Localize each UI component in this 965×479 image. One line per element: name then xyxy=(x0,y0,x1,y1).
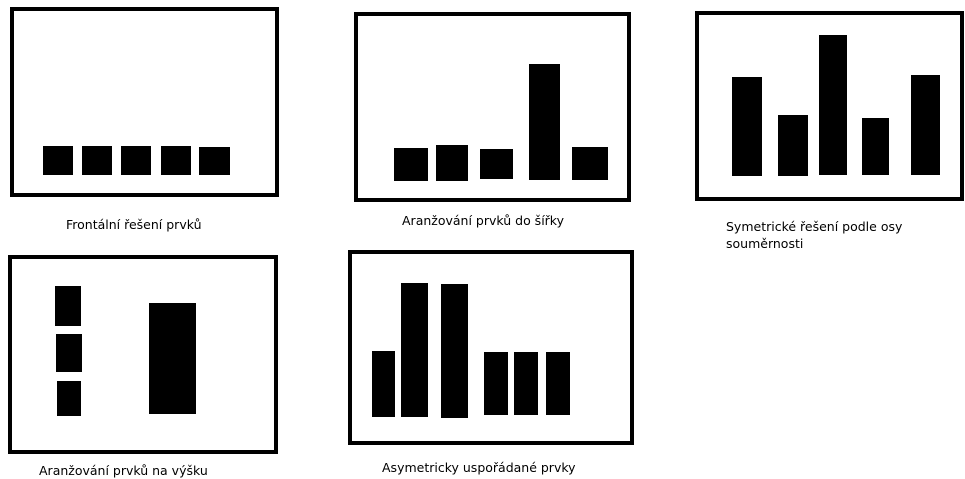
element-block xyxy=(484,352,508,415)
element-block xyxy=(436,145,468,181)
caption-symmetric: Symetrické řešení podle osy souměrnosti xyxy=(726,219,903,251)
element-block xyxy=(149,303,196,414)
element-block xyxy=(121,146,151,175)
element-block xyxy=(57,381,81,416)
element-block xyxy=(199,147,230,175)
element-block xyxy=(372,351,395,417)
diagram-height-frame xyxy=(8,255,278,454)
element-block xyxy=(480,149,513,179)
element-block xyxy=(161,146,191,175)
element-block xyxy=(819,35,847,175)
element-block xyxy=(572,147,608,180)
element-block xyxy=(56,334,82,372)
element-block xyxy=(529,64,560,180)
element-block xyxy=(394,148,428,181)
caption-height: Aranžování prvků na výšku xyxy=(39,463,208,478)
element-block xyxy=(732,77,762,176)
caption-frontal: Frontální řešení prvků xyxy=(66,217,202,232)
element-block xyxy=(43,146,73,175)
element-block xyxy=(546,352,570,415)
element-block xyxy=(441,284,468,418)
element-block xyxy=(514,352,538,415)
element-block xyxy=(778,115,808,176)
element-block xyxy=(55,286,81,326)
element-block xyxy=(82,146,112,175)
element-block xyxy=(862,118,889,175)
caption-width: Aranžování prvků do šířky xyxy=(402,213,564,228)
element-block xyxy=(911,75,940,175)
caption-asymmetric: Asymetricky uspořádané prvky xyxy=(382,460,576,475)
element-block xyxy=(401,283,428,417)
